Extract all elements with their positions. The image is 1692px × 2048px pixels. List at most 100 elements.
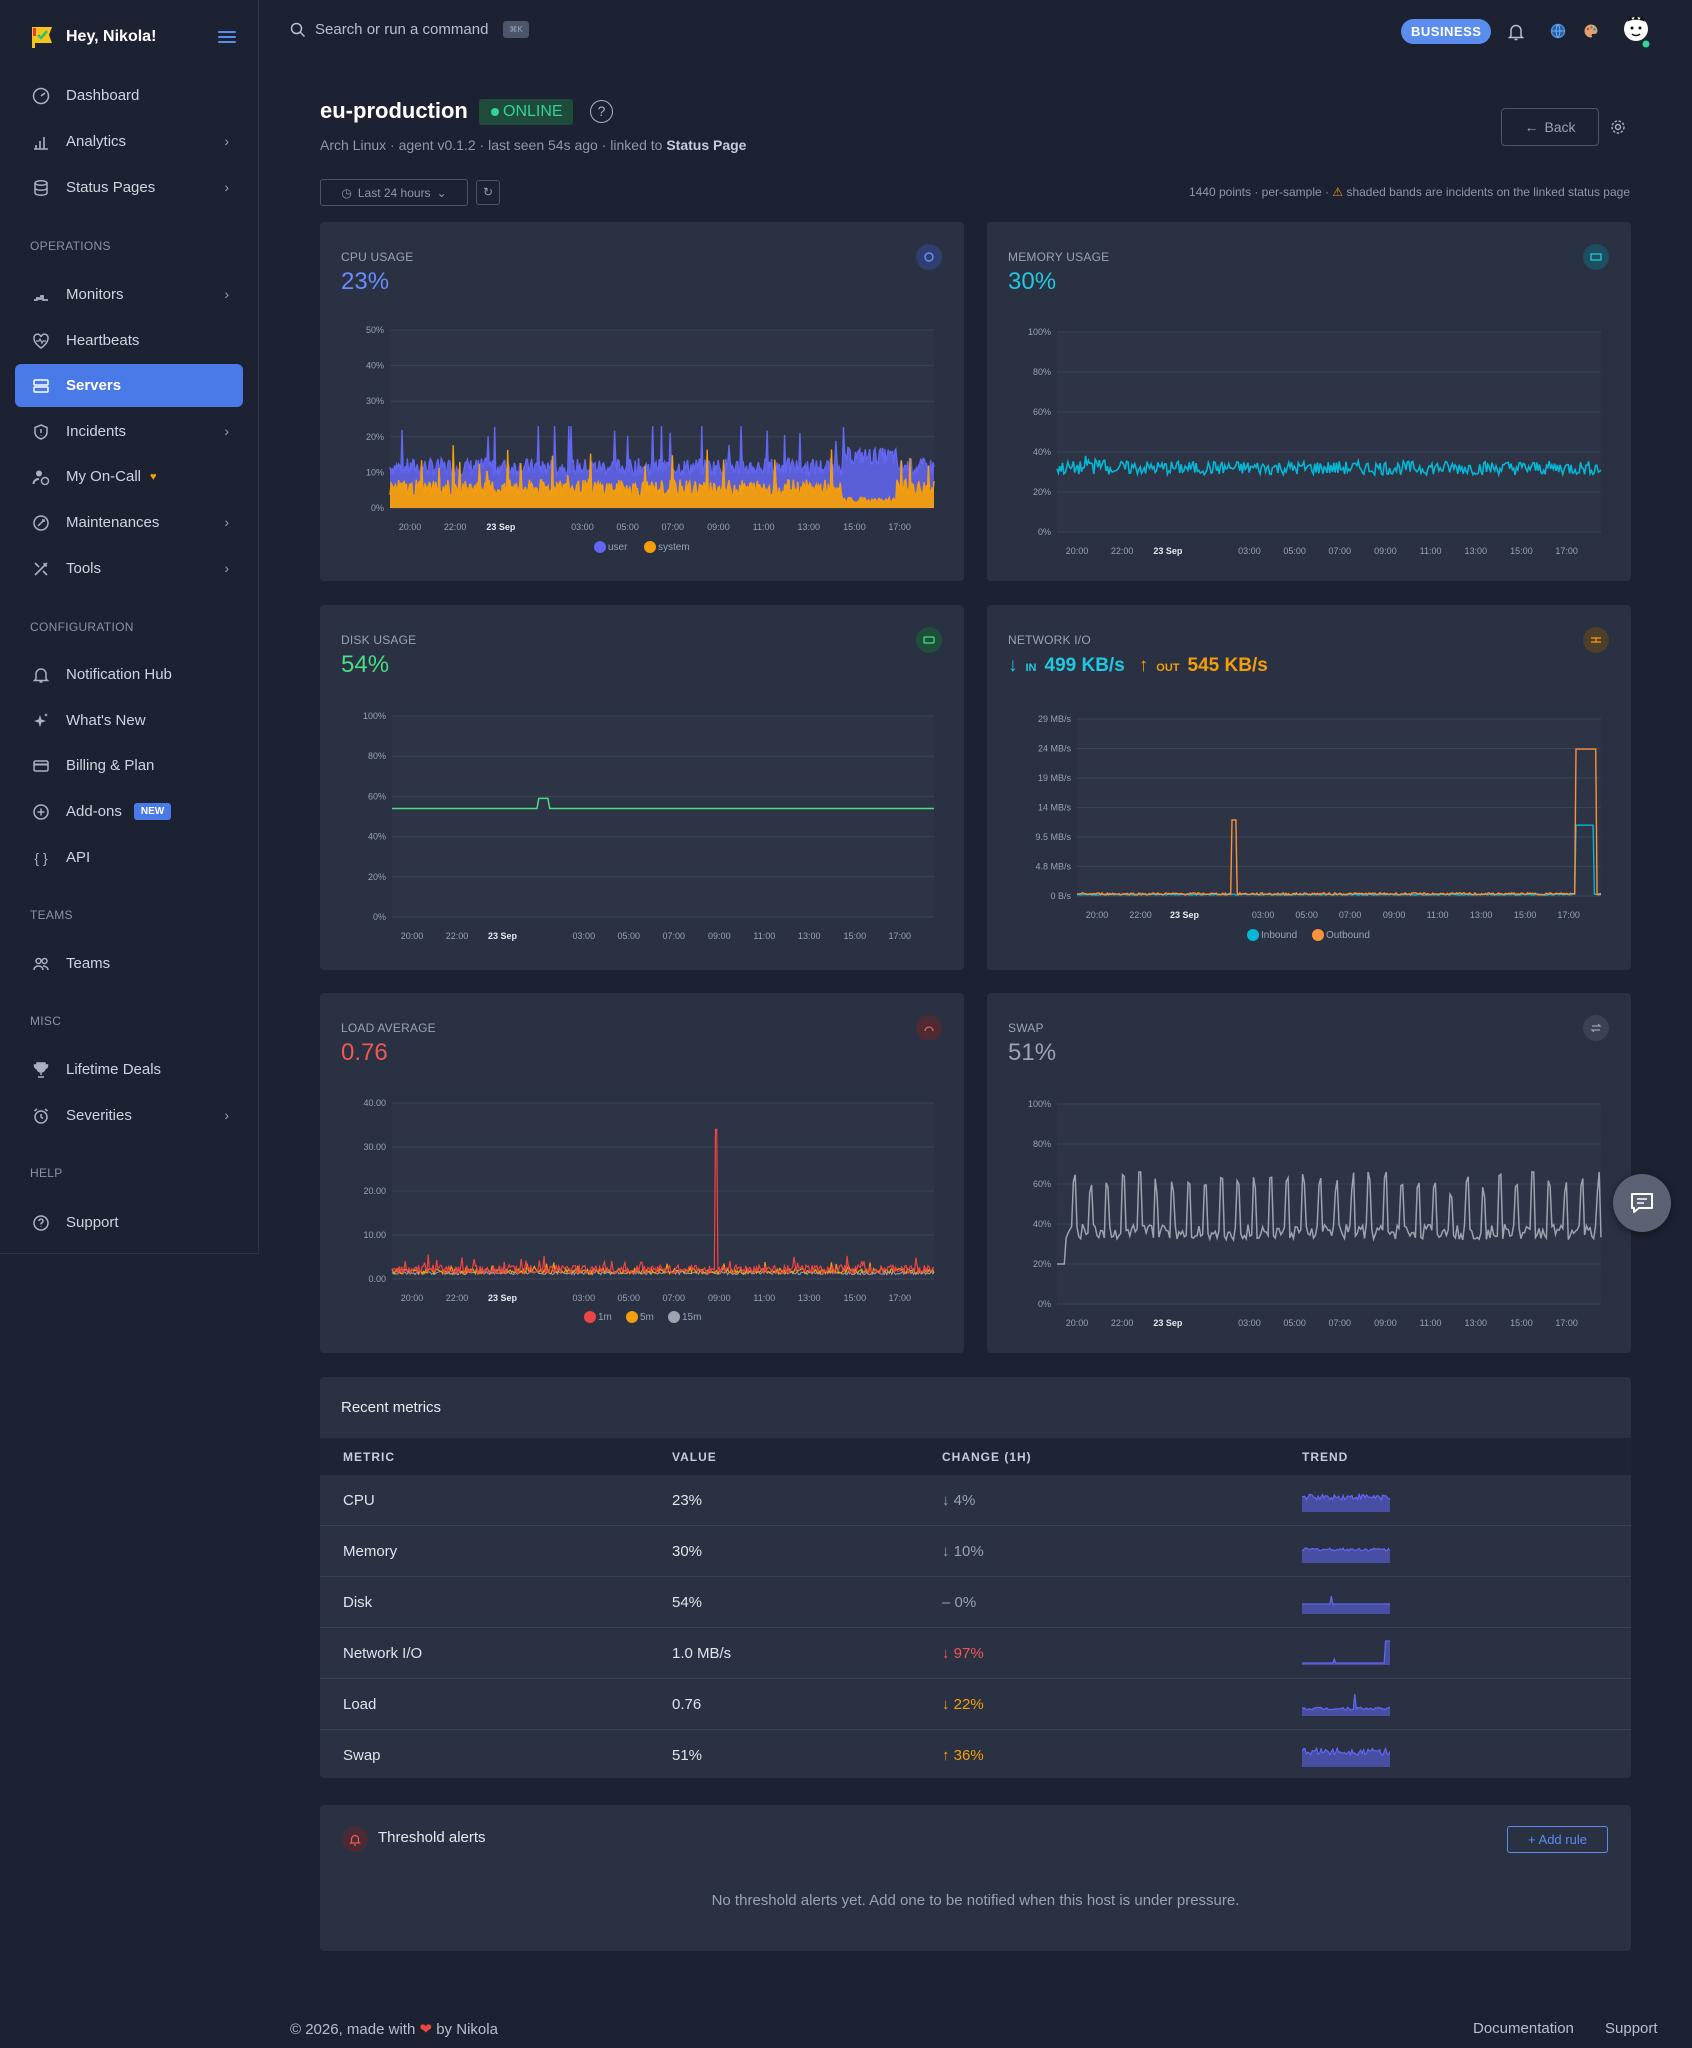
footer-docs-link[interactable]: Documentation xyxy=(1473,2020,1574,2037)
footer-support-link[interactable]: Support xyxy=(1605,2020,1658,2037)
sidebar-item-whats-new[interactable]: What's New xyxy=(15,699,243,742)
y-tick-label: 40.00 xyxy=(363,1098,386,1108)
sidebar-item-billing[interactable]: Billing & Plan xyxy=(15,744,243,787)
globe-icon[interactable] xyxy=(1550,23,1566,39)
metric-value: 51% xyxy=(672,1747,703,1764)
x-tick-label: 07:00 xyxy=(663,931,686,941)
sidebar-item-api[interactable]: { } API xyxy=(15,836,243,879)
sparkline-line xyxy=(1302,1746,1390,1757)
table-row[interactable]: Disk 54% – 0% xyxy=(320,1577,1631,1628)
brand[interactable]: Hey, Nikola! xyxy=(30,24,156,50)
card-label: DISK USAGE xyxy=(341,633,417,647)
sidebar-item-lifetime-deals[interactable]: Lifetime Deals xyxy=(15,1048,243,1091)
card-value: 23% xyxy=(341,268,390,295)
back-button[interactable]: ← Back xyxy=(1501,108,1599,146)
x-tick-label: 03:00 xyxy=(571,522,594,532)
chat-button[interactable] xyxy=(1613,1174,1671,1232)
sidebar-item-support[interactable]: Support xyxy=(15,1201,243,1244)
y-tick-label: 80% xyxy=(1033,1139,1051,1149)
time-range-select[interactable]: ◷ Last 24 hours ⌄ xyxy=(320,179,468,206)
in-value: 499 KB/s xyxy=(1044,655,1125,676)
sidebar-item-my-on-call[interactable]: My On-Call ♥ xyxy=(15,455,243,498)
sidebar-item-dashboard[interactable]: Dashboard xyxy=(15,74,243,117)
gauge-icon xyxy=(31,86,51,106)
x-tick-label: 20:00 xyxy=(1086,910,1109,920)
x-tick-label: 13:00 xyxy=(1470,910,1493,920)
legend-swatch xyxy=(668,1311,680,1323)
sidebar-item-status-pages[interactable]: Status Pages › xyxy=(15,166,243,209)
help-icon[interactable]: ? xyxy=(590,100,613,123)
x-tick-label: 03:00 xyxy=(1252,910,1275,920)
x-tick-label: 13:00 xyxy=(1464,546,1487,556)
plan-badge[interactable]: BUSINESS xyxy=(1401,19,1492,44)
swap-card: 0% 20% 40% 60% 80% 100% 20:00 22:00 23 Sep 03:00 0… xyxy=(987,993,1631,1353)
y-tick-label: 60% xyxy=(368,791,386,801)
trophy-icon xyxy=(31,1060,51,1080)
search-input[interactable]: Search or run a command ⌘K xyxy=(290,21,529,38)
x-tick-label: 03:00 xyxy=(573,931,596,941)
sidebar-item-heartbeats[interactable]: Heartbeats xyxy=(15,319,243,362)
sidebar-item-monitors[interactable]: Monitors › xyxy=(15,273,243,316)
sidebar-item-teams[interactable]: Teams xyxy=(15,942,243,985)
x-tick-label: 17:00 xyxy=(1557,910,1580,920)
avatar[interactable] xyxy=(1621,14,1651,48)
card-label: SWAP xyxy=(1008,1021,1044,1035)
wrench-icon xyxy=(31,513,51,533)
metric-name: Disk xyxy=(343,1594,373,1611)
y-tick-label: 60% xyxy=(1033,1179,1051,1189)
sidebar-item-incidents[interactable]: Incidents › xyxy=(15,410,243,453)
table-row[interactable]: Memory 30% ↓ 10% xyxy=(320,1526,1631,1577)
add-rule-button[interactable]: + Add rule xyxy=(1507,1826,1608,1853)
gear-icon[interactable] xyxy=(1610,119,1626,135)
chart-svg: 0% 20% 40% 60% 80% 100% 20:00 22:00 23 Sep 03:00 0… xyxy=(363,711,934,941)
legend-swatch xyxy=(626,1311,638,1323)
legend-label: Inbound xyxy=(1261,930,1297,941)
table-row[interactable]: Load 0.76 ↓ 22% xyxy=(320,1679,1631,1730)
sidebar-item-label: Monitors xyxy=(66,286,124,303)
sidebar-item-tools[interactable]: Tools › xyxy=(15,547,243,590)
notification-bell-icon[interactable] xyxy=(1507,22,1525,41)
table-row[interactable]: Swap 51% ↑ 36% xyxy=(320,1730,1631,1778)
y-tick-label: 0 B/s xyxy=(1050,891,1071,901)
y-tick-label: 40% xyxy=(1033,447,1051,457)
chart-svg: 0% 20% 40% 60% 80% 100% 20:00 22:00 23 Sep 03:00 0… xyxy=(1028,327,1602,556)
in-label: IN xyxy=(1025,662,1037,674)
trend-sparkline xyxy=(1302,1746,1390,1767)
sidebar-item-analytics[interactable]: Analytics › xyxy=(15,120,243,163)
sidebar: Hey, Nikola! Dashboard Analytics › Statu… xyxy=(0,0,259,1254)
chevron-down-icon: ⌄ xyxy=(436,185,447,200)
sparkline-area xyxy=(1302,1548,1390,1563)
y-tick-label: 100% xyxy=(1028,327,1051,337)
x-tick-label: 17:00 xyxy=(888,522,911,532)
memory-icon xyxy=(1583,244,1609,270)
card-label: MEMORY USAGE xyxy=(1008,250,1110,264)
y-tick-label: 10% xyxy=(366,467,384,477)
x-tick-label: 03:00 xyxy=(1238,546,1261,556)
x-tick-label: 09:00 xyxy=(707,522,730,532)
sidebar-item-maintenances[interactable]: Maintenances › xyxy=(15,501,243,544)
footer-author[interactable]: Nikola xyxy=(456,2021,498,2038)
disk-icon xyxy=(916,627,942,653)
x-tick-label: 07:00 xyxy=(1339,910,1362,920)
status-page-link[interactable]: Status Page xyxy=(666,137,747,153)
sidebar-item-label: Notification Hub xyxy=(66,666,172,683)
table-title: Recent metrics xyxy=(341,1399,442,1416)
table-row[interactable]: CPU 23% ↓ 4% xyxy=(320,1475,1631,1526)
y-tick-label: 50% xyxy=(366,325,384,335)
sidebar-item-servers[interactable]: Servers xyxy=(15,364,243,407)
sidebar-item-label: My On-Call xyxy=(66,468,142,485)
x-tick-label: 05:00 xyxy=(618,1293,641,1303)
x-tick-label: 09:00 xyxy=(1374,1318,1397,1328)
y-tick-label: 80% xyxy=(1033,367,1051,377)
sidebar-item-add-ons[interactable]: Add-ons NEW xyxy=(15,790,243,833)
palette-icon[interactable] xyxy=(1583,23,1599,39)
refresh-button[interactable]: ↻ xyxy=(476,180,500,205)
trend-sparkline xyxy=(1302,1492,1390,1512)
hamburger-icon[interactable] xyxy=(218,28,236,44)
table-row[interactable]: Network I/O 1.0 MB/s ↓ 97% xyxy=(320,1628,1631,1679)
sidebar-item-notification-hub[interactable]: Notification Hub xyxy=(15,653,243,696)
section-misc: MISC xyxy=(30,1014,62,1028)
legend-label: 1m xyxy=(598,1312,612,1323)
legend-swatch xyxy=(594,541,606,553)
sidebar-item-severities[interactable]: Severities › xyxy=(15,1094,243,1137)
